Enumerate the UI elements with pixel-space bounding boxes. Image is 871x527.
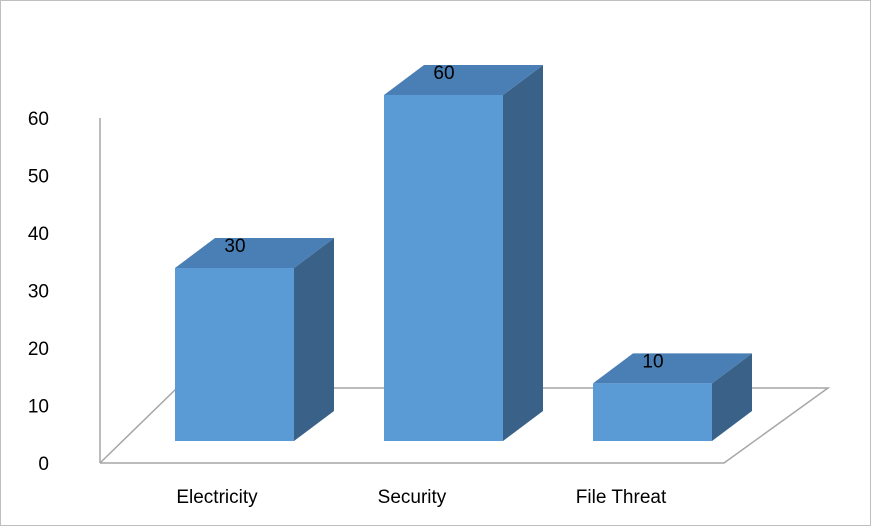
x-category-label: Electricity	[176, 487, 258, 508]
bar-electricity: 30	[175, 236, 334, 441]
data-label: 60	[433, 63, 454, 84]
bar-side-face	[503, 65, 543, 441]
bar-top-face	[384, 65, 543, 95]
y-tick-label: 30	[28, 282, 49, 303]
bar-front-face	[175, 268, 294, 441]
y-axis-ticks: 0 10 20 30 40 50 60	[28, 109, 49, 475]
bar-side-face	[712, 353, 752, 441]
y-tick-label: 20	[28, 339, 49, 360]
bar-file-threat: 10	[593, 351, 752, 441]
y-tick-label: 10	[28, 397, 49, 418]
data-label: 10	[642, 351, 663, 372]
y-tick-label: 60	[28, 109, 49, 130]
bar-front-face	[593, 383, 712, 441]
bars: 30 60 10	[175, 63, 752, 441]
bar-top-face	[593, 353, 752, 384]
bar-security: 60	[384, 63, 543, 441]
y-tick-label: 40	[28, 224, 49, 245]
bar-side-face	[294, 238, 334, 441]
x-axis-labels: Electricity Security File Threat	[176, 487, 667, 508]
x-category-label: File Threat	[576, 487, 667, 508]
data-label: 30	[224, 236, 245, 257]
y-tick-label: 50	[28, 167, 49, 188]
bar-front-face	[384, 95, 503, 441]
y-tick-label: 0	[38, 454, 49, 475]
bar-top-face	[175, 238, 334, 268]
x-category-label: Security	[378, 487, 447, 508]
